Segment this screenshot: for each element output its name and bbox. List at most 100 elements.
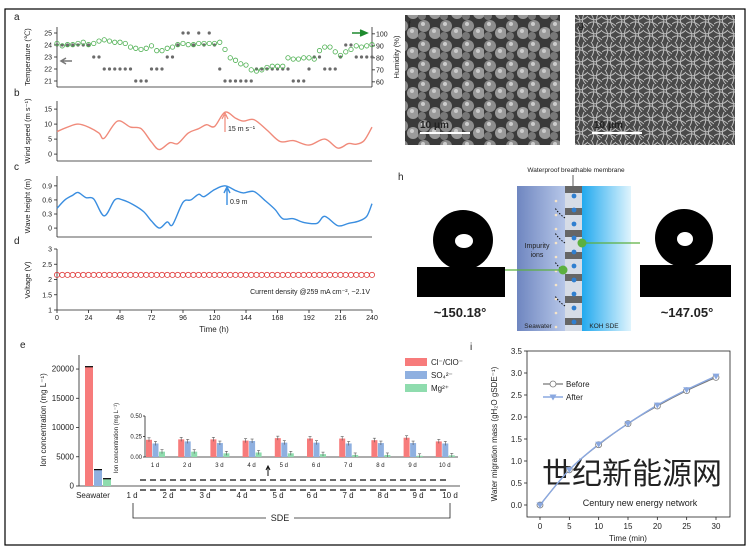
humidity-point [322,44,328,50]
blocked-ion-arrow-icon [554,232,566,244]
legend-marker-before [549,380,557,388]
panel-i-x-tick-label: 25 [682,522,691,531]
temperature-point [107,67,112,71]
sem-image-f [405,15,560,145]
voltage-point [206,271,213,278]
voltage-point [263,271,270,278]
humidity-point [190,42,197,48]
humidity-point [96,38,102,44]
humidity-point [64,42,71,48]
panel-d-x-tick-label: 168 [272,315,284,322]
arrow-right-icon [352,29,369,37]
panel-e-y-tick-label: 15000 [52,394,75,403]
panel-c-y-tick-label: 0.9 [42,183,52,190]
temperature-point [239,79,243,83]
inset-x-tick-label: 5 d [280,463,288,469]
inset-bar [410,443,417,457]
humidity-point [316,48,323,54]
voltage-point [80,271,87,278]
panel-label-g: g [578,20,584,31]
temperature-point [207,31,211,35]
voltage-point [200,271,207,278]
scale-bar-label-f: 10 μm [420,120,449,131]
temperature-point [223,79,227,83]
panel-d-xlabel: Time (h) [199,325,229,334]
voltage-point [64,271,71,278]
legend-label-before: Before [566,380,590,389]
humidity-point [75,40,81,47]
panel-c-ylabel: Wave height (m) [23,178,32,233]
after-point [653,402,661,409]
temperature-point [102,67,106,71]
impurity-ion [554,283,558,287]
inset-bar [210,439,217,457]
panel-i-x-tick-label: 0 [538,522,543,531]
arrow-up-icon [265,464,271,476]
panel-i-x-tick-label: 20 [653,522,662,531]
koh-sde-region [580,186,631,331]
humidity-point [112,39,118,45]
voltage-point [221,271,228,278]
humidity-point [301,55,307,61]
panel-c-y-tick-label: 0 [48,226,52,233]
impurity-ion [554,199,558,203]
panel-e-x-tick-label: 7 d [342,491,353,500]
humidity-point [306,55,312,61]
panel-b-y-tick-label: 10 [44,122,52,129]
humidity-point [248,67,254,73]
voltage-point [85,271,92,278]
panel-label-c: c [14,162,19,173]
voltage-point [242,271,249,278]
panel-e-x-tick-label: Seawater [76,491,110,500]
panel-label-d: d [14,236,20,247]
inset-x-tick-label: 4 d [247,463,255,469]
inset-bar [255,452,262,457]
humidity-point [85,42,92,48]
voltage-point [332,271,339,278]
voltage-point [347,271,354,278]
voltage-point [326,271,333,278]
voltage-point [274,271,281,278]
temperature-point [197,31,201,35]
voltage-point [148,271,155,278]
temperature-point [354,55,358,59]
panel-d-y-tick-label: 2.5 [42,262,52,269]
voltage-point [253,271,260,278]
inset-bar [274,438,281,457]
voltage-point [185,271,192,278]
temperature-point [92,55,96,59]
voltage-point [248,271,255,278]
temperature-point [359,55,364,59]
panel-i-y-tick-label: 1.0 [511,457,523,466]
voltage-point [117,271,124,278]
panel-a-y-tick-label: 25 [44,31,52,38]
arrow-up-icon [223,185,231,205]
panel-e-y-tick-label: 20000 [52,365,75,374]
panel-i-x-tick-label: 15 [624,522,633,531]
panel-d-y-tick-label: 1.5 [42,292,52,299]
panel-b-y-tick-label: 0 [48,152,52,159]
temperature-point [176,43,180,47]
seawater-bar [94,469,102,486]
humidity-point [269,63,275,69]
voltage-point [127,271,134,278]
panel-d-x-tick-label: 96 [179,315,187,322]
panel-d-x-tick-label: 48 [116,315,124,322]
panel-i-y-tick-label: 2.5 [511,391,523,400]
humidity-point [211,40,218,47]
humidity-point [154,48,160,54]
panel-c-y-tick-label: 0.6 [42,197,52,204]
scale-bar-label-g: 10 μm [594,120,623,131]
arrow-left-icon [59,57,72,65]
humidity-point [353,43,359,49]
water-molecule [571,319,577,325]
temperature-point [118,67,122,71]
inset-bar [307,438,313,457]
voltage-point [132,271,139,278]
after-point [536,502,544,509]
humidity-point [311,56,317,62]
panel-label-a: a [14,12,20,23]
humidity-point [364,43,370,49]
panel-a-y-tick-label: 22 [44,67,52,74]
humidity-point [295,56,302,62]
